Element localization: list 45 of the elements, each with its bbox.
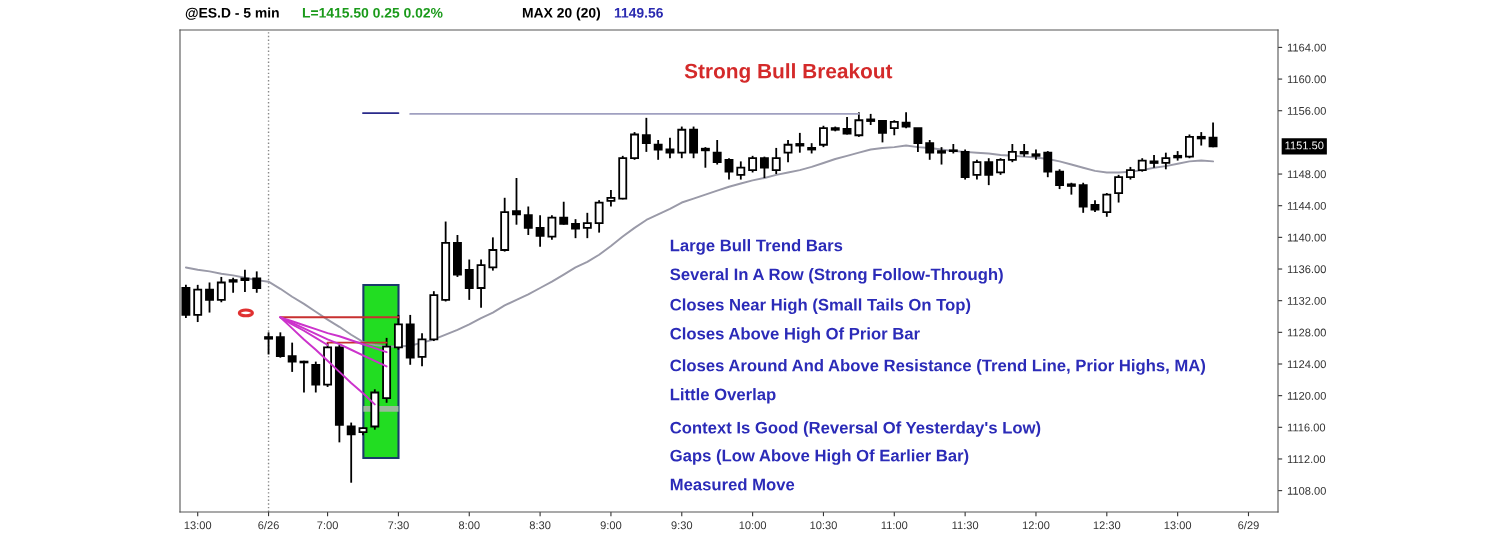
- x-tick-label: 8:00: [458, 521, 480, 530]
- x-tick-label: 9:00: [600, 521, 622, 530]
- annotation: Several In A Row (Strong Follow-Through): [670, 268, 1003, 284]
- y-tick-label: 1112.00: [1287, 455, 1326, 464]
- x-tick-label: 13:00: [184, 521, 212, 530]
- text: Strong Bull Breakout: [684, 63, 893, 83]
- y-tick-label: 1116.00: [1287, 423, 1326, 432]
- annotation: Little Overlap: [670, 388, 776, 404]
- x-tick-label: 11:30: [952, 521, 979, 530]
- annotation: Closes Near High (Small Tails On Top): [670, 298, 971, 314]
- x-tick-label: 13:00: [1164, 521, 1192, 530]
- x-tick-label: 6/29: [1238, 521, 1259, 530]
- y-tick-label: 1156.00: [1287, 107, 1326, 115]
- annotation: Closes Above High Of Prior Bar: [670, 327, 920, 343]
- y-tick-label: 1160.00: [1287, 75, 1326, 84]
- x-tick-label: 10:30: [810, 521, 837, 530]
- x-tick-label: 12:00: [1022, 521, 1050, 530]
- text: 1151.50: [1285, 141, 1324, 150]
- y-tick-label: 1136.00: [1287, 265, 1326, 274]
- x-tick-label: 9:30: [671, 521, 693, 530]
- y-tick-label: 1148.00: [1287, 170, 1326, 179]
- y-tick-label: 1124.00: [1287, 360, 1326, 369]
- text: 1149.56: [614, 7, 663, 18]
- x-tick-label: 7:00: [317, 521, 338, 530]
- x-tick-label: 6/26: [258, 521, 279, 530]
- annotation: Closes Around And Above Resistance (Trend Line, Prior Highs, MA): [670, 359, 1206, 375]
- y-tick-label: 1164.00: [1287, 43, 1326, 52]
- x-tick-label: 7:30: [388, 521, 409, 530]
- text: L=1415.50 0.25 0.02%: [302, 7, 443, 18]
- y-tick-label: 1144.00: [1287, 201, 1326, 210]
- annotation: Context Is Good (Reversal Of Yesterday's Low): [670, 421, 1041, 437]
- text: MAX 20 (20): [522, 7, 601, 21]
- annotation: Gaps (Low Above High Of Earlier Bar): [670, 449, 969, 465]
- x-tick-label: 10:00: [739, 521, 767, 530]
- y-tick-label: 1140.00: [1287, 233, 1326, 242]
- y-tick-label: 1132.00: [1287, 296, 1326, 305]
- y-tick-label: 1108.00: [1287, 486, 1326, 495]
- text: @ES.D - 5 min: [185, 7, 279, 20]
- x-tick-label: 11:00: [881, 521, 908, 530]
- annotation: Large Bull Trend Bars: [670, 239, 843, 255]
- y-tick-label: 1120.00: [1287, 391, 1326, 400]
- x-tick-label: 12:30: [1093, 521, 1121, 530]
- y-tick-label: 1128.00: [1287, 328, 1326, 337]
- x-tick-label: 8:30: [529, 521, 551, 530]
- annotation: Measured Move: [670, 478, 795, 491]
